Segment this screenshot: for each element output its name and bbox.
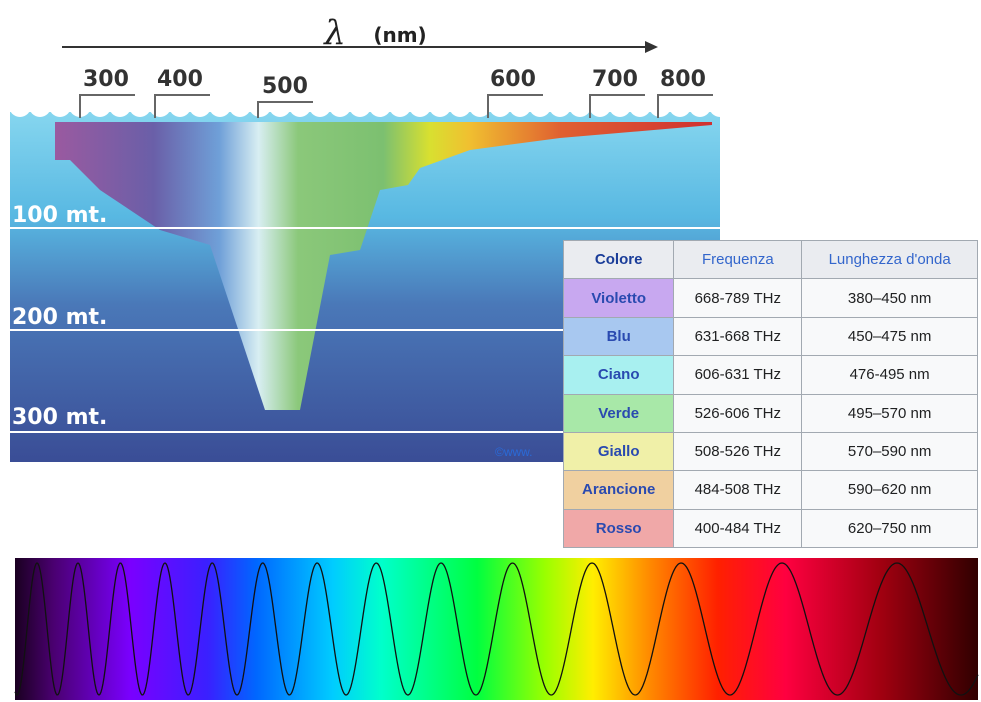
table-cell: 450–475 nm [801, 316, 978, 357]
wavelength-label: 800 [660, 67, 706, 92]
wavelength-label: 700 [592, 67, 638, 92]
arrow-head [645, 41, 658, 53]
table-row: Ciano 606-631 THz 476-495 nm [562, 355, 978, 395]
wave-crest [709, 95, 731, 117]
table-row: Blu 631-668 THz 450–475 nm [562, 316, 978, 357]
table-cell: 526-606 THz [673, 393, 803, 433]
color-name: Verde [562, 393, 675, 433]
brackets [79, 94, 713, 118]
wave-crest [629, 95, 651, 117]
depth-label: 100 mt. [12, 203, 107, 228]
wave-crest [169, 95, 191, 117]
color-name: Blu [562, 316, 675, 357]
color-name: Arancione [562, 470, 675, 510]
depth-label: 300 mt. [12, 405, 107, 430]
wave-crest [529, 95, 551, 117]
wave-crest [9, 95, 31, 117]
wavelength-label: 500 [262, 74, 308, 99]
wave-crest [689, 95, 711, 117]
color-name: Giallo [562, 431, 675, 472]
watermark: ©www. [495, 445, 533, 459]
wave-crest [369, 95, 391, 117]
color-name: Ciano [562, 355, 675, 395]
table-cell: 620–750 nm [801, 508, 978, 549]
color-name: Rosso [562, 508, 675, 549]
wave-crest [209, 95, 231, 117]
table-cell: 508-526 THz [673, 431, 803, 472]
wave-crest [309, 95, 331, 117]
wavelength-label: 300 [83, 67, 129, 92]
table-cell: 668-789 THz [673, 278, 803, 318]
color-table: Colore Frequenza Lunghezza d'onda Violet… [562, 239, 978, 549]
wave-crest [409, 95, 431, 117]
table-cell: 606-631 THz [673, 355, 803, 395]
header-row: Colore Frequenza Lunghezza d'onda [562, 239, 978, 280]
water-surface [9, 95, 731, 117]
wave-crest [49, 95, 71, 117]
wave-crest [329, 95, 351, 117]
table-cell: 380–450 nm [801, 278, 978, 318]
table-row: Verde 526-606 THz 495–570 nm [562, 393, 978, 433]
table-row: Rosso 400-484 THz 620–750 nm [562, 508, 978, 549]
wavelength-label: 600 [490, 67, 536, 92]
wave-crest [669, 95, 691, 117]
color-name: Violetto [562, 278, 675, 318]
wave-crest [109, 95, 131, 117]
wave-crest [489, 95, 511, 117]
table-cell: 495–570 nm [801, 393, 978, 433]
wave-crest [569, 95, 591, 117]
header-cell: Lunghezza d'onda [801, 239, 978, 280]
wave-crest [449, 95, 471, 117]
header-cell: Colore [562, 239, 675, 280]
table-row: Arancione 484-508 THz 590–620 nm [562, 470, 978, 510]
wave-crest [509, 95, 531, 117]
wave-crest [89, 95, 111, 117]
wave-crest [549, 95, 571, 117]
wave-crest [349, 95, 371, 117]
wave-crest [249, 95, 271, 117]
wave-crest [189, 95, 211, 117]
lambda: λ [322, 13, 346, 53]
wave-crest [649, 95, 671, 117]
table-cell: 590–620 nm [801, 470, 978, 510]
wave-crest [269, 95, 291, 117]
wave [14, 562, 979, 696]
wave-crest [289, 95, 311, 117]
table-cell: 476-495 nm [801, 355, 978, 395]
wave-crest [129, 95, 151, 117]
wave-crest [29, 95, 51, 117]
unit: (nm) [373, 23, 426, 47]
table-cell: 631-668 THz [673, 316, 803, 357]
wave-crest [469, 95, 491, 117]
table-row: Giallo 508-526 THz 570–590 nm [562, 431, 978, 472]
spectrum-band [15, 558, 978, 700]
wave-crest [149, 95, 171, 117]
wave-crest [429, 95, 451, 117]
wave-crest [389, 95, 411, 117]
wave-crest [229, 95, 251, 117]
table-cell: 570–590 nm [801, 431, 978, 472]
table-row: Violetto 668-789 THz 380–450 nm [562, 278, 978, 318]
table-cell: 400-484 THz [673, 508, 803, 549]
depth-label: 200 mt. [12, 305, 107, 330]
header-cell: Frequenza [673, 239, 803, 280]
table-cell: 484-508 THz [673, 470, 803, 510]
wave-crest [609, 95, 631, 117]
light-penetration [55, 122, 712, 410]
wave-crest [589, 95, 611, 117]
wavelength-label: 400 [157, 67, 203, 92]
